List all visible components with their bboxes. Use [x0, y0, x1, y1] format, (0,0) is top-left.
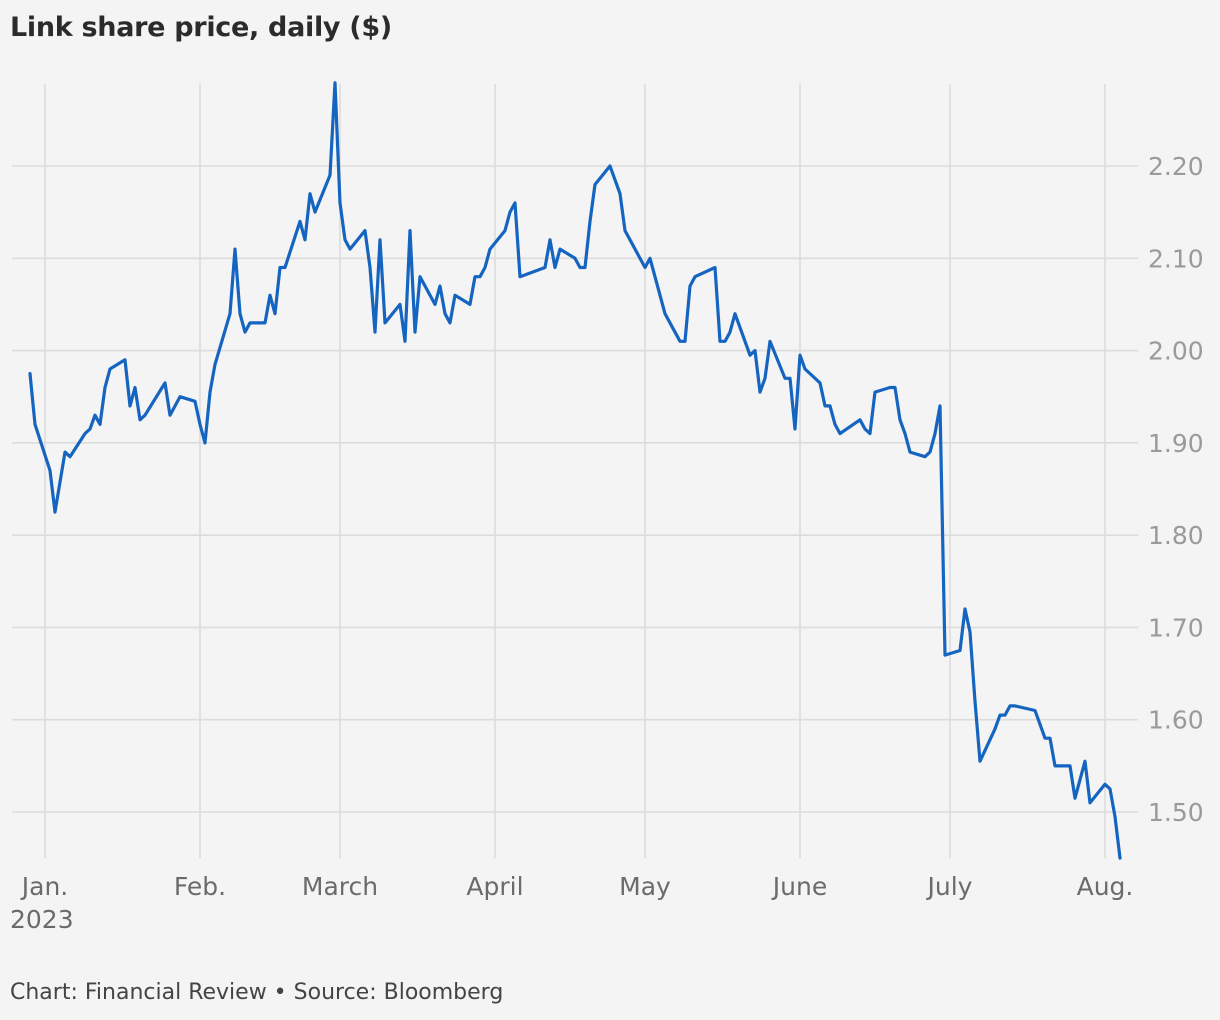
series-layer: [28, 81, 1122, 860]
x-tick-label: Jan.: [20, 872, 68, 901]
y-axis-tick-labels: 1.50 1.60 1.70 1.80 1.90 2.00 2.10 2.20: [1148, 152, 1204, 827]
x-tick-label: Aug.: [1077, 872, 1134, 901]
y-tick-label: 2.10: [1148, 244, 1204, 273]
y-tick-label: 2.00: [1148, 337, 1204, 366]
series-line-share-price: [28, 81, 1122, 860]
x-tick-label: April: [466, 872, 523, 901]
y-tick-label: 1.60: [1148, 706, 1204, 735]
x-tick-label: Feb.: [174, 872, 226, 901]
x-axis-tick-labels: Jan. 2023 Feb. March April May June July Aug.: [10, 872, 1133, 934]
x-tick-sublabel-year: 2023: [10, 905, 74, 934]
x-gridlines: [44, 84, 1106, 858]
chart-title: Link share price, daily ($): [10, 12, 392, 43]
y-tick-label: 1.80: [1148, 521, 1204, 550]
y-tick-label: 2.20: [1148, 152, 1204, 181]
y-gridlines: [12, 165, 1138, 813]
x-tick-label: March: [302, 872, 378, 901]
chart-source-footer: Chart: Financial Review • Source: Bloomb…: [10, 980, 504, 1005]
y-tick-label: 1.70: [1148, 613, 1204, 642]
x-tick-label: June: [771, 872, 827, 901]
y-tick-label: 1.90: [1148, 429, 1204, 458]
x-tick-label: May: [619, 872, 671, 901]
x-tick-label: July: [926, 872, 973, 901]
y-tick-label: 1.50: [1148, 798, 1204, 827]
line-chart: 1.50 1.60 1.70 1.80 1.90 2.00 2.10 2.20 Jan. 202…: [10, 81, 1204, 934]
